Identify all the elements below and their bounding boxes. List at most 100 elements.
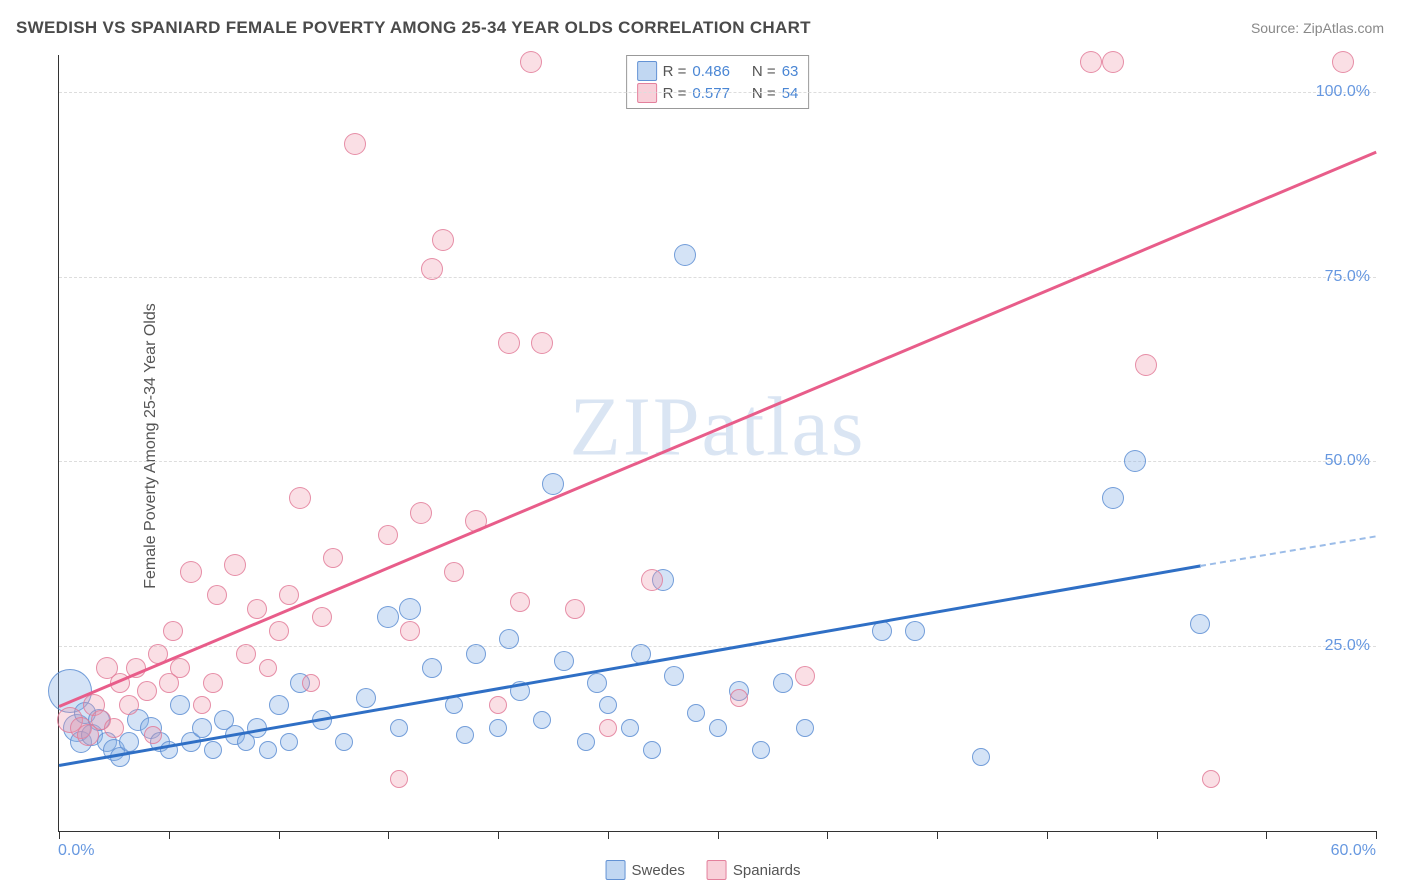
xtick [937,831,938,839]
xtick [1047,831,1048,839]
legend-item-spaniards: Spaniards [707,860,801,880]
scatter-point-spaniards [641,569,663,591]
scatter-point-spaniards [400,621,420,641]
correlation-legend: R = 0.486 N = 63 R = 0.577 N = 54 [626,55,810,109]
scatter-point-swedes [377,606,399,628]
scatter-point-spaniards [170,658,190,678]
scatter-point-swedes [390,719,408,737]
ytick-label: 75.0% [1325,268,1370,286]
source-label: Source: [1251,20,1303,36]
scatter-point-swedes [709,719,727,737]
scatter-point-spaniards [163,621,183,641]
plot-area: ZIPatlas R = 0.486 N = 63 R = 0.577 N = … [58,55,1376,832]
xtick [1157,831,1158,839]
scatter-point-swedes [192,718,212,738]
scatter-point-swedes [269,695,289,715]
scatter-point-spaniards [421,258,443,280]
xtick [1266,831,1267,839]
scatter-point-swedes [577,733,595,751]
scatter-point-spaniards [344,133,366,155]
scatter-point-spaniards [193,696,211,714]
scatter-point-swedes [1102,487,1124,509]
scatter-point-swedes [972,748,990,766]
ytick-label: 25.0% [1325,637,1370,655]
legend-row-spaniards: R = 0.577 N = 54 [637,82,799,104]
xtick [608,831,609,839]
scatter-point-swedes [170,695,190,715]
scatter-point-spaniards [489,696,507,714]
scatter-point-spaniards [180,561,202,583]
scatter-point-swedes [422,658,442,678]
legend-r-label: R = [663,85,687,102]
scatter-point-swedes [456,726,474,744]
gridline [59,646,1376,647]
series-legend: Swedes Spaniards [606,860,801,880]
legend-n-value-swedes: 63 [782,63,799,80]
scatter-point-spaniards [1202,770,1220,788]
scatter-point-spaniards [207,585,227,605]
scatter-point-spaniards [289,487,311,509]
ytick-label: 50.0% [1325,452,1370,470]
scatter-point-spaniards [119,695,139,715]
chart-title: SWEDISH VS SPANIARD FEMALE POVERTY AMONG… [16,18,811,38]
swatch-pink-icon [637,83,657,103]
legend-n-label: N = [752,85,776,102]
scatter-point-spaniards [203,673,223,693]
scatter-point-spaniards [312,607,332,627]
scatter-point-swedes [204,741,222,759]
scatter-point-swedes [664,666,684,686]
scatter-point-swedes [905,621,925,641]
legend-label-spaniards: Spaniards [733,862,801,879]
scatter-point-spaniards [410,502,432,524]
scatter-point-spaniards [259,659,277,677]
scatter-point-swedes [752,741,770,759]
scatter-point-spaniards [279,585,299,605]
gridline [59,461,1376,462]
scatter-point-spaniards [247,599,267,619]
scatter-point-spaniards [1102,51,1124,73]
legend-n-value-spaniards: 54 [782,85,799,102]
xtick [59,831,60,839]
scatter-point-swedes [599,696,617,714]
scatter-point-swedes [259,741,277,759]
scatter-point-spaniards [390,770,408,788]
scatter-point-swedes [687,704,705,722]
scatter-point-swedes [1190,614,1210,634]
scatter-point-swedes [445,696,463,714]
scatter-point-swedes [587,673,607,693]
scatter-point-spaniards [432,229,454,251]
scatter-point-swedes [280,733,298,751]
scatter-point-spaniards [498,332,520,354]
xtick [498,831,499,839]
scatter-point-swedes [499,629,519,649]
scatter-point-spaniards [444,562,464,582]
gridline [59,92,1376,93]
scatter-point-swedes [872,621,892,641]
scatter-point-spaniards [144,726,162,744]
swatch-blue-icon [637,61,657,81]
swatch-pink-icon [707,860,727,880]
ytick-label: 100.0% [1316,83,1370,101]
source-link[interactable]: ZipAtlas.com [1303,20,1384,36]
scatter-point-swedes [466,644,486,664]
scatter-point-swedes [674,244,696,266]
scatter-point-spaniards [730,689,748,707]
xtick [388,831,389,839]
xtick [1376,831,1377,839]
scatter-point-spaniards [795,666,815,686]
scatter-point-swedes [621,719,639,737]
scatter-point-swedes [356,688,376,708]
trendline-blue-dash [1200,535,1376,567]
scatter-point-spaniards [224,554,246,576]
xtick [827,831,828,839]
scatter-point-spaniards [520,51,542,73]
scatter-point-swedes [796,719,814,737]
scatter-point-spaniards [1332,51,1354,73]
scatter-point-swedes [542,473,564,495]
source-attribution: Source: ZipAtlas.com [1251,20,1384,36]
legend-item-swedes: Swedes [606,860,685,880]
scatter-point-spaniards [1135,354,1157,376]
chart-container: SWEDISH VS SPANIARD FEMALE POVERTY AMONG… [0,0,1406,892]
gridline [59,277,1376,278]
scatter-point-spaniards [531,332,553,354]
